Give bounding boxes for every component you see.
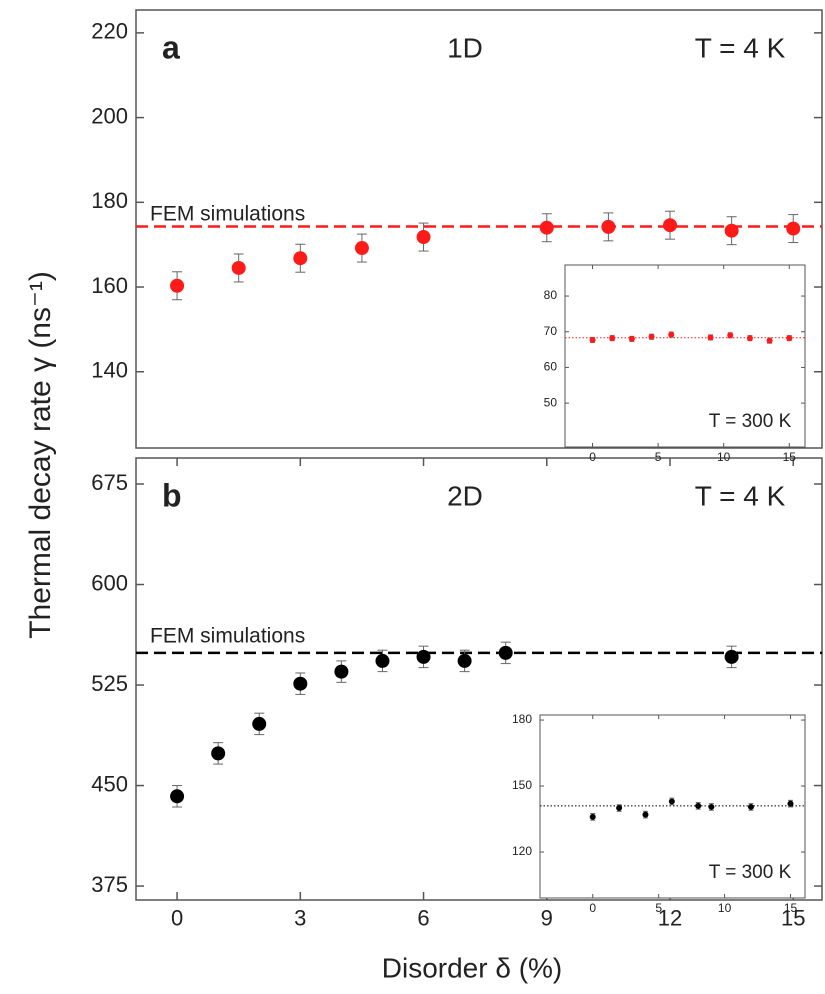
reference-label: FEM simulations: [150, 203, 305, 226]
panel-label: b: [162, 477, 182, 513]
y-axis-label: Thermal decay rate γ (ns⁻¹): [24, 271, 57, 639]
x-tick-label: 10: [717, 450, 731, 464]
y-tick-label: 200: [91, 103, 128, 128]
x-tick-label: 0: [589, 450, 596, 464]
y-tick-label: 60: [544, 360, 558, 374]
marker: [663, 218, 678, 233]
marker: [589, 813, 596, 820]
panel: 50 60 70 80 0 5 10 15 T = 300 K: [544, 264, 806, 464]
marker: [609, 335, 616, 342]
x-tick-label: 0: [171, 906, 183, 931]
x-tick-label: 9: [541, 906, 553, 931]
marker: [170, 278, 185, 293]
marker: [668, 798, 675, 805]
plot-frame: [539, 714, 806, 899]
panel-label: a: [162, 29, 180, 65]
panel: 120 150 180 0 5 10 15 T = 300 K: [512, 712, 806, 915]
x-tick-label: 0: [589, 901, 596, 915]
marker: [498, 645, 513, 660]
marker: [416, 649, 431, 664]
marker: [787, 800, 794, 807]
marker: [293, 676, 308, 691]
y-tick-label: 600: [91, 570, 128, 595]
y-tick-label: 675: [91, 470, 128, 495]
panel: 375 450 525 600 675 0 3 6 9 12 15 FEM simulations b 2…: [91, 457, 823, 983]
reference-label: FEM simulations: [150, 625, 305, 648]
y-tick-label: 120: [512, 844, 532, 858]
x-tick-label: 10: [718, 901, 732, 915]
temperature-label: T = 4 K: [695, 32, 786, 63]
temperature-label: T = 300 K: [709, 411, 792, 432]
x-axis-label: Disorder δ (%): [382, 952, 563, 983]
marker: [539, 220, 554, 235]
marker: [746, 335, 753, 342]
y-tick-label: 50: [544, 395, 558, 409]
x-tick-label: 15: [781, 906, 805, 931]
marker: [707, 334, 714, 341]
marker: [354, 241, 369, 256]
marker: [786, 221, 801, 236]
x-tick-label: 3: [294, 906, 306, 931]
y-tick-label: 525: [91, 671, 128, 696]
marker: [628, 335, 635, 342]
y-tick-label: 450: [91, 771, 128, 796]
marker: [457, 653, 472, 668]
x-tick-label: 6: [417, 906, 429, 931]
marker: [747, 803, 754, 810]
x-tick-label: 15: [783, 450, 797, 464]
y-tick-label: 80: [544, 288, 558, 302]
panel-title: 2D: [447, 480, 483, 511]
y-tick-label: 160: [91, 273, 128, 298]
marker: [334, 664, 349, 679]
y-tick-label: 220: [91, 19, 128, 44]
temperature-label: T = 4 K: [695, 480, 786, 511]
marker: [211, 746, 226, 761]
x-tick-label: 15: [784, 901, 798, 915]
x-tick-label: 5: [655, 901, 662, 915]
marker: [766, 337, 773, 344]
marker: [170, 789, 185, 804]
marker: [601, 219, 616, 234]
x-tick-label: 5: [655, 450, 662, 464]
y-tick-label: 70: [544, 324, 558, 338]
y-tick-label: 375: [91, 872, 128, 897]
marker: [668, 331, 675, 338]
marker: [708, 803, 715, 810]
marker: [416, 230, 431, 245]
x-tick-label: 12: [658, 906, 682, 931]
marker: [375, 653, 390, 668]
marker: [695, 802, 702, 809]
y-tick-label: 180: [91, 188, 128, 213]
marker: [642, 811, 649, 818]
marker: [616, 805, 623, 812]
marker: [231, 260, 246, 275]
marker: [252, 716, 267, 731]
marker: [724, 223, 739, 238]
y-tick-label: 150: [512, 778, 532, 792]
marker: [589, 336, 596, 343]
y-tick-label: 180: [512, 712, 532, 726]
marker: [727, 332, 734, 339]
marker: [786, 335, 793, 342]
y-tick-label: 140: [91, 358, 128, 383]
marker: [648, 333, 655, 340]
plot-frame: [564, 264, 806, 448]
marker: [293, 251, 308, 266]
temperature-label: T = 300 K: [709, 862, 792, 883]
panel-title: 1D: [447, 32, 483, 63]
marker: [724, 649, 739, 664]
